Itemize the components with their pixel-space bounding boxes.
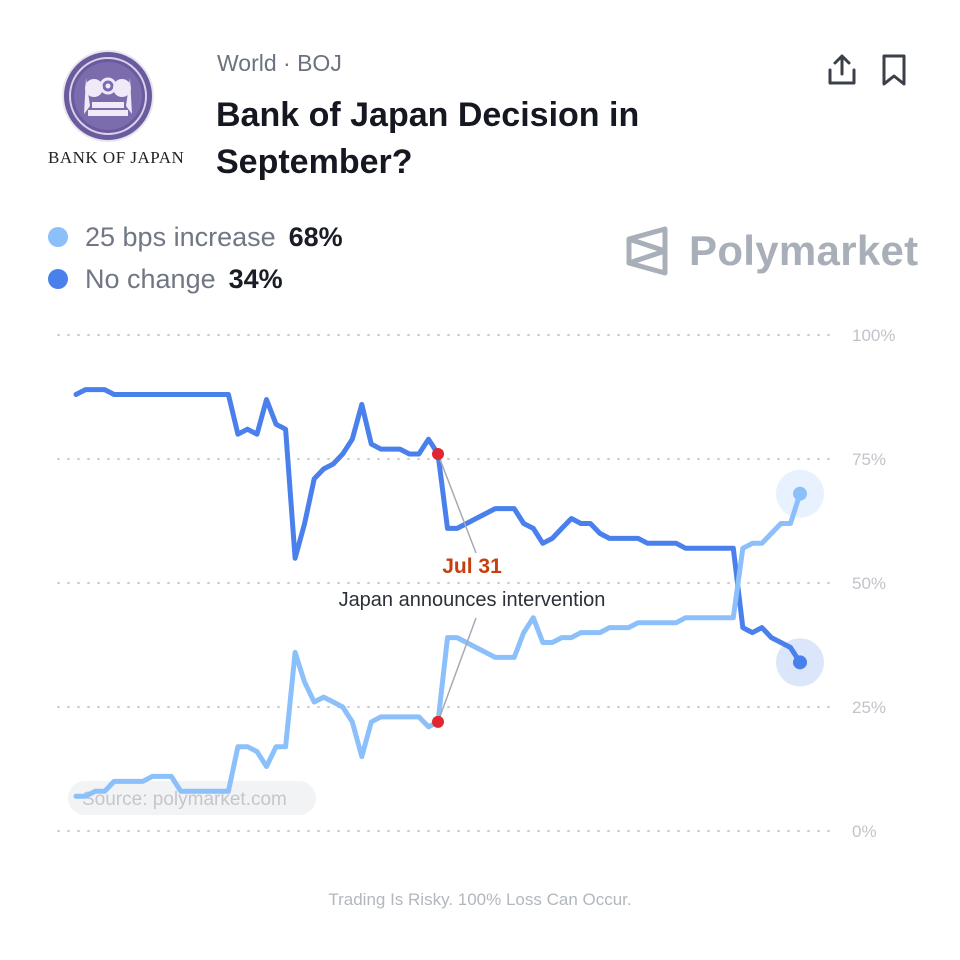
annotation-point [432, 715, 444, 728]
brand-name: Polymarket [689, 227, 919, 274]
source-label: Source: polymarket.com [82, 789, 287, 810]
series-line-no-change [73, 387, 803, 665]
chart-grid [57, 334, 831, 832]
breadcrumb[interactable]: World · BOJ [217, 50, 342, 76]
bookmark-icon[interactable] [876, 52, 912, 88]
page-title: Bank of Japan Decision in September? [216, 96, 640, 181]
chart-annotation: Jul 31 Japan announces intervention [339, 448, 606, 728]
annotation-date: Jul 31 [442, 555, 502, 578]
y-tick-label: 75% [852, 450, 886, 469]
legend-item-no-change[interactable]: No change 34% [48, 258, 343, 300]
series-end-markers [776, 469, 824, 687]
annotation-leader [437, 617, 477, 723]
polymarket-logo-icon [626, 226, 668, 276]
legend-label: No change [85, 263, 216, 294]
legend-value: 68% [288, 221, 343, 252]
logo-seal [62, 50, 154, 142]
y-tick-label: 25% [852, 698, 886, 717]
chart-legend: 25 bps increase 68% No change 34% [48, 216, 343, 300]
logo-text: BANK OF JAPAN [48, 148, 185, 167]
annotation-leader [437, 453, 477, 554]
end-point [793, 486, 807, 501]
source-pill [68, 781, 316, 815]
y-tick-label: 50% [852, 574, 886, 593]
end-point [793, 655, 807, 670]
polymarket-brand: Polymarket [625, 224, 918, 278]
y-tick-label: 0% [852, 822, 877, 841]
annotation-point [432, 448, 444, 461]
series-line-increase [73, 491, 803, 799]
y-tick-label: 100% [852, 326, 895, 345]
annotation-text: Japan announces intervention [339, 589, 606, 611]
legend-dot-increase [48, 227, 68, 247]
legend-label: 25 bps increase [85, 221, 276, 252]
disclaimer: Trading Is Risky. 100% Loss Can Occur. [328, 890, 632, 909]
legend-item-increase[interactable]: 25 bps increase 68% [48, 216, 343, 258]
legend-value: 34% [228, 263, 283, 294]
y-axis-ticks: 100% 75% 50% 25% 0% [852, 326, 895, 841]
legend-dot-no-change [48, 269, 68, 289]
share-icon[interactable] [824, 52, 860, 88]
source-watermark: Source: polymarket.com [68, 781, 316, 815]
bank-of-japan-logo: BANK OF JAPAN [48, 48, 185, 178]
